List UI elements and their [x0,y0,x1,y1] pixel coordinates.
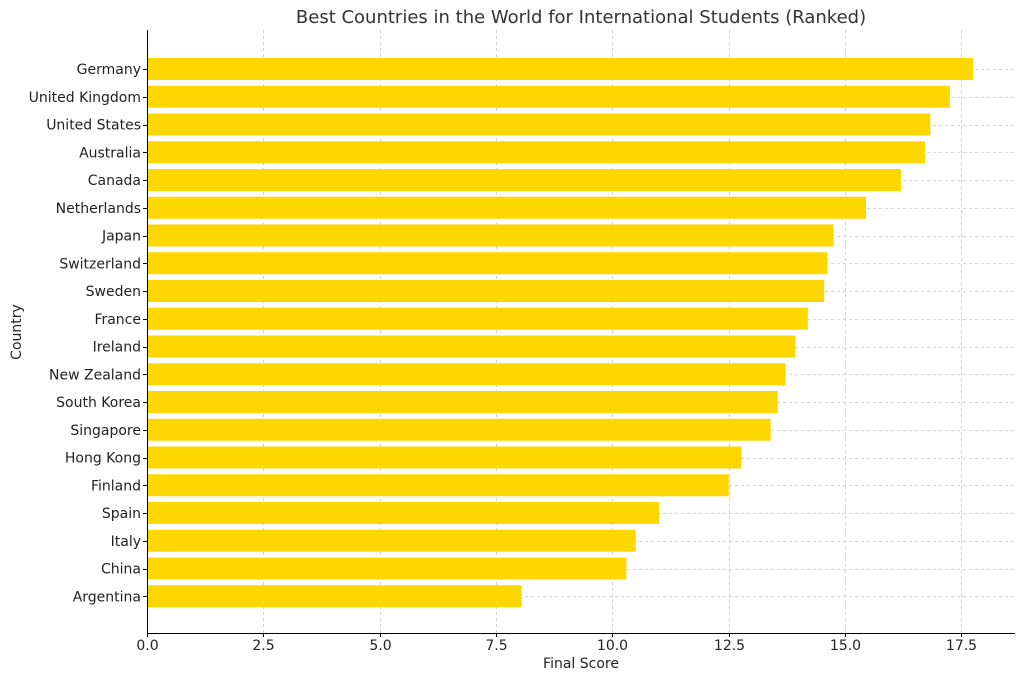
x-tick-label: 17.5 [946,638,977,654]
y-tick-label: Ireland [93,340,141,356]
y-tick-label: United Kingdom [29,90,141,106]
bar-germany [147,58,974,80]
y-tick-label: Finland [91,478,141,494]
x-tick-label: 15.0 [830,638,861,654]
y-tick-label: Spain [102,506,141,522]
axes [147,30,1015,634]
x-tick-label: 2.5 [252,638,274,654]
y-tick-label: Netherlands [56,201,141,217]
y-tick-label: Canada [88,173,141,189]
y-tick-label: United States [46,118,141,134]
bar-japan [147,224,834,247]
y-tick-label: Japan [101,229,141,245]
chart-title: Best Countries in the World for Internat… [296,7,866,28]
x-ticks: 0.0 2.5 5.0 7.5 10.0 12.5 15.0 17.5 [136,633,977,654]
bar-ireland [147,335,796,358]
bars [147,58,974,608]
y-tick-label: France [94,312,141,328]
bar-south-korea [147,391,778,413]
y-tick-label: Switzerland [59,256,141,272]
bar-united-kingdom [147,85,950,108]
x-tick-label: 12.5 [714,638,745,654]
y-tick-label: Sweden [86,284,141,300]
x-tick-label: 10.0 [597,638,628,654]
y-tick-label: Australia [79,145,141,161]
bar-spain [147,502,659,524]
bar-new-zealand [147,363,786,386]
bar-china [147,557,627,580]
bar-switzerland [147,252,828,275]
bar-argentina [147,585,522,608]
x-tick-label: 5.0 [369,638,391,654]
bar-australia [147,141,926,164]
bar-france [147,307,808,330]
bar-sweden [147,280,825,302]
bar-hong-kong [147,446,742,469]
y-tick-label: China [101,562,141,578]
bar-united-states [147,113,931,136]
bar-italy [147,529,636,552]
y-tick-label: South Korea [56,395,141,411]
bar-singapore [147,418,771,441]
x-axis-label: Final Score [543,656,619,672]
bar-finland [147,474,729,497]
y-axis-label: Country [9,304,25,360]
y-tick-label: New Zealand [49,367,141,383]
bar-canada [147,169,901,191]
x-tick-label: 0.0 [136,638,158,654]
y-ticks: Germany United Kingdom United States Austra… [29,62,147,605]
y-tick-label: Italy [111,534,141,550]
y-tick-label: Hong Kong [65,451,141,467]
y-tick-label: Singapore [70,423,141,439]
x-tick-label: 7.5 [485,638,507,654]
y-tick-label: Germany [77,62,141,78]
bar-netherlands [147,196,867,219]
y-tick-label: Argentina [73,589,141,605]
